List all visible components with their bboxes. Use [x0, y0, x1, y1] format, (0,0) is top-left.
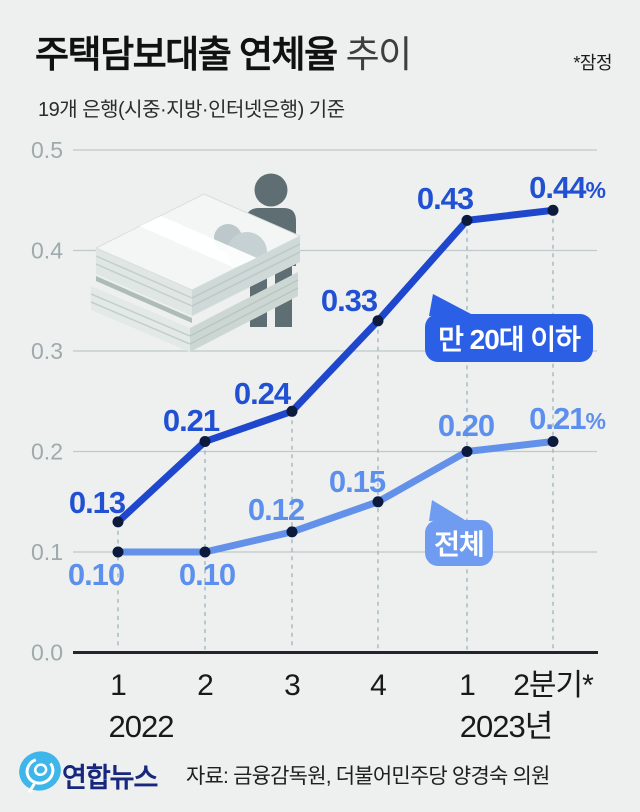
y-tick-label: 0.0 [31, 640, 63, 666]
data-point [461, 214, 473, 226]
x-tick-label: 2분기* [513, 669, 594, 702]
series-callout-total: 전체 [425, 500, 493, 566]
series-line [114, 438, 557, 556]
data-point [199, 436, 211, 447]
y-tick-label: 0.1 [31, 539, 63, 565]
x-tick-label: 3 [284, 669, 300, 702]
year-label: 2022 [109, 709, 174, 744]
data-point [461, 446, 473, 457]
chart-subtitle: 19개 은행(시중·지방·인터넷은행) 기준 [38, 99, 345, 121]
x-tick-label: 4 [370, 669, 386, 702]
point-label: 0.15 [329, 464, 386, 499]
x-tick-label: 1 [459, 669, 475, 702]
point-label: 0.21% [529, 401, 605, 436]
yonhap-logo-icon [19, 751, 61, 793]
title-suffix: 추이 [345, 34, 413, 75]
data-point [286, 405, 298, 417]
page-title: 주택담보대출 연체율 추이 [35, 24, 413, 78]
brand-name: 연합뉴스 [62, 763, 158, 793]
data-point [547, 436, 559, 447]
point-label: 0.10 [179, 557, 235, 592]
provisional-note: *잠정 [573, 53, 612, 73]
data-point [112, 516, 124, 528]
y-tick-label: 0.4 [31, 238, 63, 264]
data-point [286, 526, 298, 538]
data-point [112, 546, 124, 558]
series-callout-label: 전체 [434, 529, 485, 560]
callout-tail [429, 294, 473, 316]
data-point [372, 496, 384, 508]
title-main: 주택담보대출 연체율 [35, 34, 338, 75]
point-label: 0.13 [69, 485, 126, 520]
callout-tail [429, 500, 465, 521]
point-label: 0.12 [248, 492, 304, 527]
point-label: 0.10 [68, 557, 124, 592]
point-label: 0.20 [438, 408, 494, 443]
data-point [372, 315, 384, 327]
series-callout-under20: 만 20대 이하 [425, 294, 593, 362]
y-tick-label: 0.5 [31, 137, 63, 163]
series-callout-label: 만 20대 이하 [438, 324, 581, 355]
y-tick-label: 0.3 [31, 338, 63, 364]
year-label: 2023년 [460, 709, 552, 744]
y-tick-label: 0.2 [31, 439, 63, 465]
data-point [547, 204, 559, 216]
money-stack-icon [90, 193, 302, 352]
point-label: 0.43 [417, 181, 474, 216]
data-point [199, 546, 211, 558]
point-label: 0.33 [321, 283, 378, 318]
series-line [114, 206, 557, 526]
point-label: 0.21 [163, 403, 220, 438]
point-label: 0.24 [234, 376, 292, 411]
x-tick-label: 2 [197, 669, 213, 702]
x-tick-label: 1 [110, 669, 126, 702]
source-credit: 자료: 금융감독원, 더불어민주당 양경숙 의원 [186, 765, 550, 788]
